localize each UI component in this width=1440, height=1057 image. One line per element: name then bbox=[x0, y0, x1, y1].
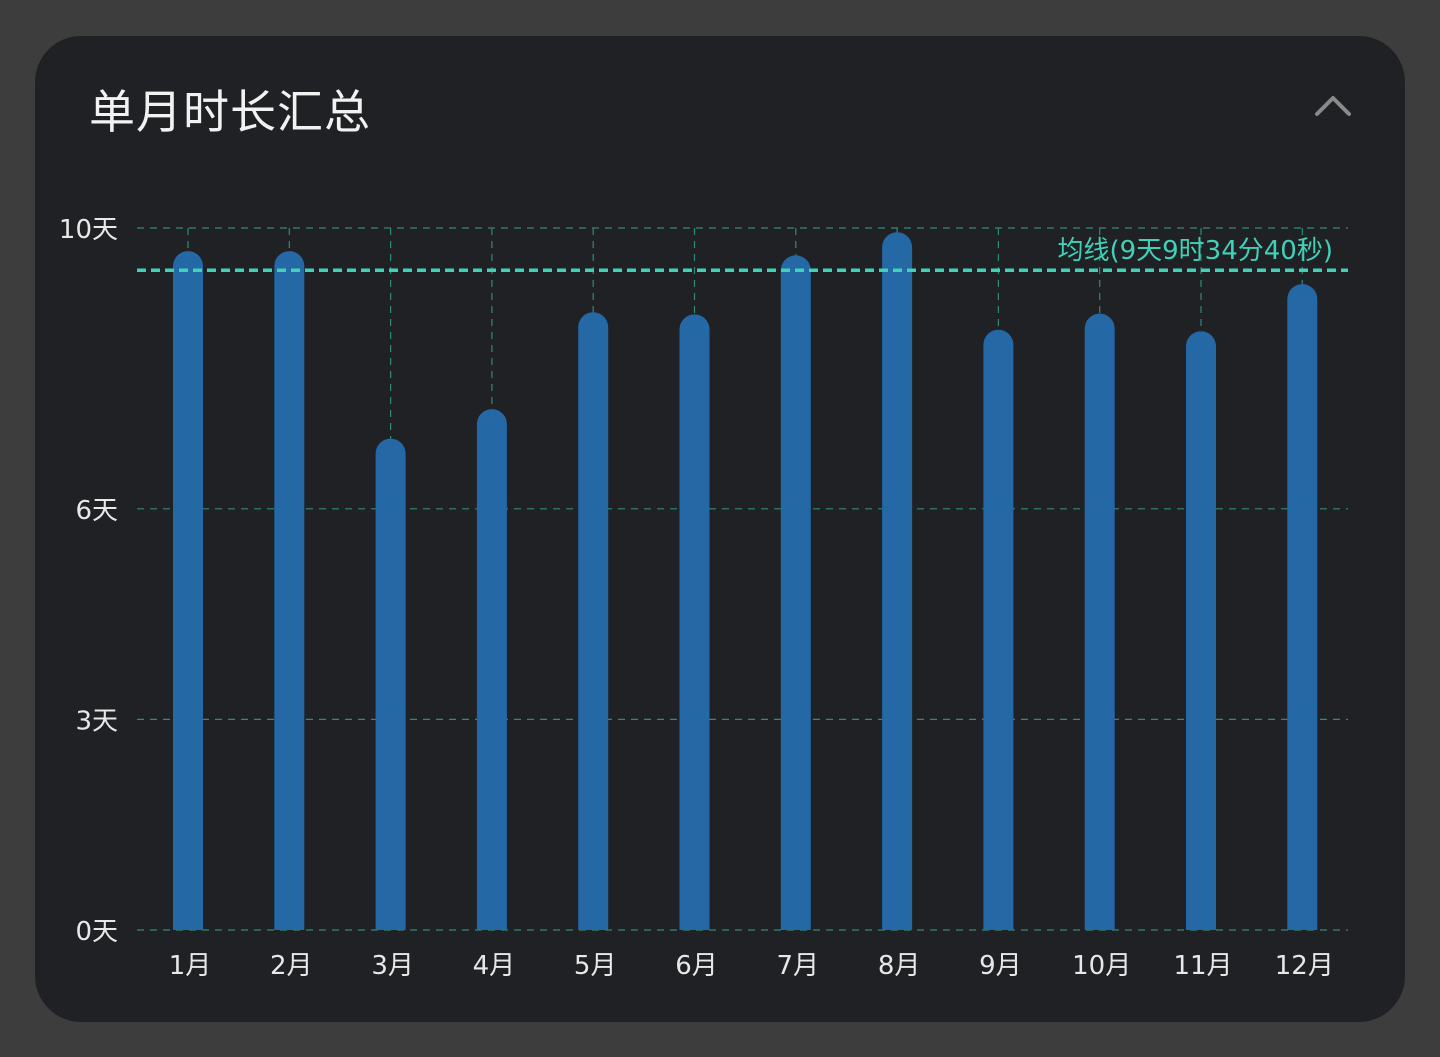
grid-lines bbox=[137, 227, 1348, 931]
x-category-label: 10月 bbox=[1072, 951, 1131, 981]
bars bbox=[173, 232, 1318, 931]
bar-11月[interactable] bbox=[1186, 331, 1216, 930]
y-tick-label: 6天 bbox=[75, 496, 118, 526]
y-tick-label: 0天 bbox=[75, 917, 118, 947]
axis-labels: 0天 3天 6天 10天 1月 2月 3月 4月 5月 6月 7月 8月 9月 10月 11月 12月 bbox=[59, 215, 1334, 981]
bar-3月[interactable] bbox=[375, 438, 406, 930]
bar-9月[interactable] bbox=[983, 329, 1014, 930]
x-category-label: 8月 bbox=[878, 951, 921, 981]
x-category-label: 6月 bbox=[675, 951, 718, 981]
x-category-label: 7月 bbox=[777, 951, 820, 981]
x-category-label: 2月 bbox=[270, 951, 313, 981]
chevron-up-icon bbox=[1315, 96, 1351, 116]
bar-2月[interactable] bbox=[274, 251, 305, 930]
average-line-label: 均线(9天9时34分40秒) bbox=[1057, 236, 1333, 266]
bar-12月[interactable] bbox=[1287, 284, 1318, 930]
bar-6月[interactable] bbox=[679, 314, 710, 930]
bar-1月[interactable] bbox=[173, 251, 203, 930]
bar-4月[interactable] bbox=[476, 409, 507, 931]
collapse-button[interactable] bbox=[1307, 86, 1359, 126]
bar-5月[interactable] bbox=[578, 312, 609, 930]
monthly-duration-card: 单月时长汇总 bbox=[35, 36, 1405, 1022]
x-category-label: 5月 bbox=[574, 951, 617, 981]
bar-10月[interactable] bbox=[1084, 313, 1115, 930]
x-category-label: 9月 bbox=[979, 951, 1022, 981]
y-tick-label: 10天 bbox=[59, 215, 118, 245]
average-line-group: 均线(9天9时34分40秒) bbox=[137, 236, 1348, 272]
x-category-label: 11月 bbox=[1173, 951, 1232, 981]
y-tick-label: 3天 bbox=[75, 706, 118, 736]
x-category-label: 3月 bbox=[371, 951, 414, 981]
bar-7月[interactable] bbox=[780, 255, 811, 930]
x-category-label: 12月 bbox=[1275, 951, 1334, 981]
bar-8月[interactable] bbox=[882, 232, 913, 930]
card-title: 单月时长汇总 bbox=[89, 85, 371, 139]
x-category-label: 1月 bbox=[169, 951, 212, 981]
x-category-label: 4月 bbox=[473, 951, 516, 981]
